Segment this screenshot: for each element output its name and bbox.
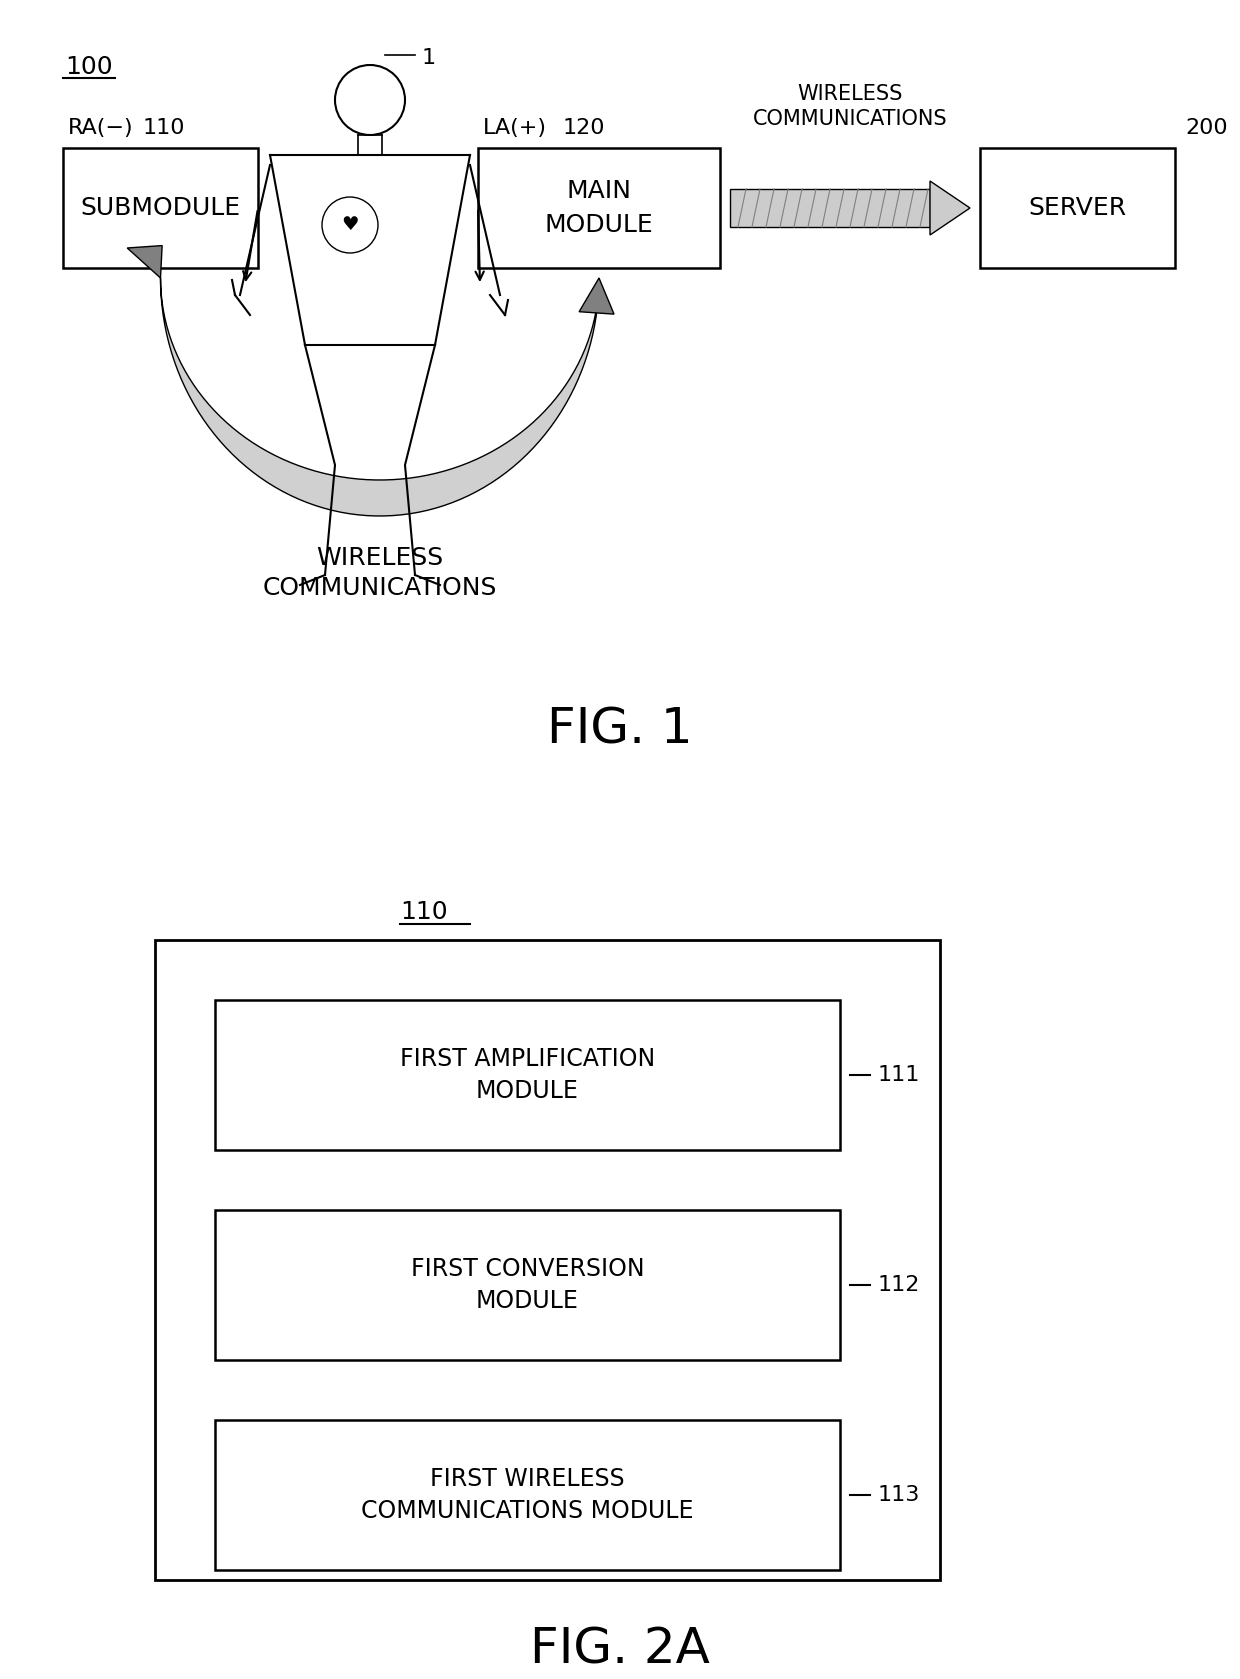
Text: 111: 111 <box>878 1064 920 1085</box>
Bar <box>980 148 1176 269</box>
Text: FIG. 1: FIG. 1 <box>547 705 693 754</box>
Text: RA(−): RA(−) <box>68 118 134 138</box>
Text: LA(+): LA(+) <box>484 118 547 138</box>
Text: 200: 200 <box>1185 118 1228 138</box>
Bar <box>730 190 930 227</box>
Text: FIRST CONVERSION
MODULE: FIRST CONVERSION MODULE <box>410 1258 645 1313</box>
Text: WIRELESS
COMMUNICATIONS: WIRELESS COMMUNICATIONS <box>263 546 497 599</box>
Polygon shape <box>128 245 162 279</box>
Text: 113: 113 <box>878 1484 920 1504</box>
Text: 100: 100 <box>64 55 113 79</box>
Text: 110: 110 <box>143 118 186 138</box>
Polygon shape <box>579 279 614 314</box>
Text: SUBMODULE: SUBMODULE <box>81 196 241 220</box>
Text: ♥: ♥ <box>341 215 358 235</box>
Text: 1: 1 <box>422 49 436 69</box>
Bar <box>155 940 940 1580</box>
Text: FIRST WIRELESS
COMMUNICATIONS MODULE: FIRST WIRELESS COMMUNICATIONS MODULE <box>361 1467 693 1523</box>
Text: FIRST AMPLIFICATION
MODULE: FIRST AMPLIFICATION MODULE <box>399 1048 655 1103</box>
Polygon shape <box>930 181 970 235</box>
Bar <box>477 148 720 269</box>
Bar <box>215 1001 839 1150</box>
Text: 112: 112 <box>878 1274 920 1295</box>
Text: 110: 110 <box>401 900 448 923</box>
Text: 120: 120 <box>563 118 605 138</box>
Text: MAIN
MODULE: MAIN MODULE <box>544 180 653 237</box>
Bar <box>215 1420 839 1570</box>
Polygon shape <box>160 279 599 515</box>
Text: SERVER: SERVER <box>1028 196 1127 220</box>
Bar <box>63 148 258 269</box>
Bar <box>215 1211 839 1360</box>
Text: FIG. 2A: FIG. 2A <box>529 1625 711 1674</box>
Text: WIRELESS
COMMUNICATIONS: WIRELESS COMMUNICATIONS <box>753 84 947 129</box>
